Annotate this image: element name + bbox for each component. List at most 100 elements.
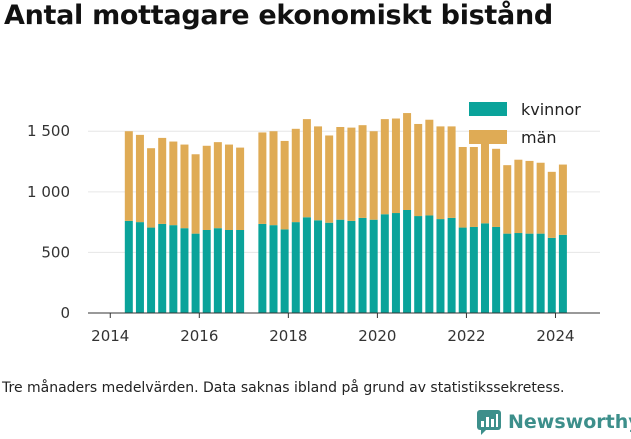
- y-tick-label: 1 500: [27, 122, 70, 140]
- bar-kvinnor: [213, 228, 222, 313]
- bar-kvinnor: [280, 229, 289, 313]
- x-tick-label: 2022: [447, 327, 485, 345]
- bar-man: [391, 118, 400, 214]
- bar-kvinnor: [514, 233, 523, 313]
- bar-man: [469, 146, 478, 227]
- bar-man: [358, 125, 367, 218]
- bar-man: [314, 126, 323, 221]
- bar-kvinnor: [236, 229, 245, 313]
- bar-kvinnor: [169, 225, 178, 313]
- bar-kvinnor: [358, 217, 367, 313]
- bar-man: [492, 148, 501, 227]
- x-axis-ticks: 2014 2016 2018 2020 2022 2024: [91, 313, 575, 345]
- bar-man: [425, 119, 434, 216]
- bar-man: [447, 126, 456, 218]
- bar-man: [269, 131, 278, 226]
- bar-man: [514, 159, 523, 234]
- bar-man: [369, 131, 378, 220]
- bar-kvinnor: [124, 220, 133, 313]
- bar-man: [525, 160, 534, 234]
- bar-kvinnor: [258, 223, 267, 313]
- bar-kvinnor: [291, 222, 300, 313]
- bar-kvinnor: [469, 226, 478, 313]
- bar-man: [158, 137, 167, 224]
- bar-kvinnor: [269, 225, 278, 313]
- bars: [124, 113, 567, 313]
- x-tick-label: 2020: [358, 327, 396, 345]
- bar-man: [202, 145, 211, 230]
- bar-man: [224, 144, 233, 230]
- bar-man: [258, 132, 267, 224]
- brand-logo[interactable]: Newsworthy: [476, 408, 631, 436]
- bar-man: [280, 140, 289, 230]
- bar-man: [558, 164, 567, 235]
- bar-man: [180, 144, 189, 229]
- bar-man: [236, 147, 245, 230]
- bar-man: [213, 142, 222, 229]
- bar-man: [191, 154, 200, 234]
- legend: kvinnor män: [469, 100, 581, 147]
- bar-kvinnor: [391, 213, 400, 313]
- bar-kvinnor: [458, 227, 467, 313]
- bar-man: [302, 119, 311, 218]
- bar-kvinnor: [558, 234, 567, 313]
- bar-kvinnor: [325, 222, 334, 313]
- footnote: Tre månaders medelvärden. Data saknas ib…: [2, 380, 565, 396]
- bar-kvinnor: [147, 227, 156, 313]
- y-axis-ticks: 0 500 1 000 1 500: [27, 122, 70, 322]
- bar-man: [480, 142, 489, 224]
- bar-kvinnor: [492, 226, 501, 313]
- bar-man: [336, 126, 345, 220]
- bar-kvinnor: [191, 233, 200, 313]
- y-tick-label: 1 000: [27, 183, 70, 201]
- bar-kvinnor: [403, 210, 412, 313]
- bar-kvinnor: [547, 237, 556, 313]
- legend-label-kvinnor: kvinnor: [521, 100, 581, 119]
- bar-kvinnor: [336, 219, 345, 313]
- bar-kvinnor: [447, 217, 456, 313]
- bar-kvinnor: [158, 223, 167, 313]
- bar-kvinnor: [314, 220, 323, 313]
- bar-kvinnor: [425, 215, 434, 313]
- bar-kvinnor: [202, 229, 211, 313]
- x-tick-label: 2016: [180, 327, 218, 345]
- legend-swatch-man: [469, 130, 507, 144]
- bar-man: [325, 135, 334, 223]
- bar-man: [503, 165, 512, 234]
- bar-kvinnor: [224, 229, 233, 313]
- bar-man: [403, 113, 412, 210]
- bar-man: [169, 141, 178, 226]
- x-tick-label: 2018: [269, 327, 307, 345]
- bar-man: [380, 119, 389, 215]
- y-tick-label: 0: [60, 304, 70, 322]
- bar-kvinnor: [380, 214, 389, 313]
- bar-man: [347, 127, 356, 221]
- bar-kvinnor: [536, 233, 545, 313]
- bar-man: [291, 128, 300, 223]
- bar-kvinnor: [525, 233, 534, 313]
- bar-kvinnor: [302, 217, 311, 313]
- y-tick-label: 500: [41, 243, 70, 261]
- bar-kvinnor: [135, 222, 144, 313]
- x-tick-label: 2014: [91, 327, 129, 345]
- bar-kvinnor: [180, 228, 189, 313]
- bar-man: [547, 171, 556, 238]
- x-tick-label: 2024: [536, 327, 574, 345]
- bar-kvinnor: [347, 220, 356, 313]
- newsworthy-logo-icon: [477, 410, 501, 435]
- bar-kvinnor: [436, 219, 445, 313]
- bar-man: [536, 162, 545, 234]
- chart-title: Antal mottagare ekonomiskt bistånd: [4, 0, 553, 31]
- bar-man: [135, 134, 144, 223]
- legend-swatch-kvinnor: [469, 102, 507, 116]
- bar-kvinnor: [503, 233, 512, 313]
- legend-label-man: män: [521, 128, 557, 147]
- brand-name: Newsworthy: [508, 411, 631, 433]
- bar-kvinnor: [369, 219, 378, 313]
- bar-kvinnor: [480, 223, 489, 313]
- bar-man: [147, 148, 156, 228]
- bar-man: [458, 146, 467, 228]
- bar-man: [414, 123, 423, 217]
- bar-kvinnor: [414, 216, 423, 313]
